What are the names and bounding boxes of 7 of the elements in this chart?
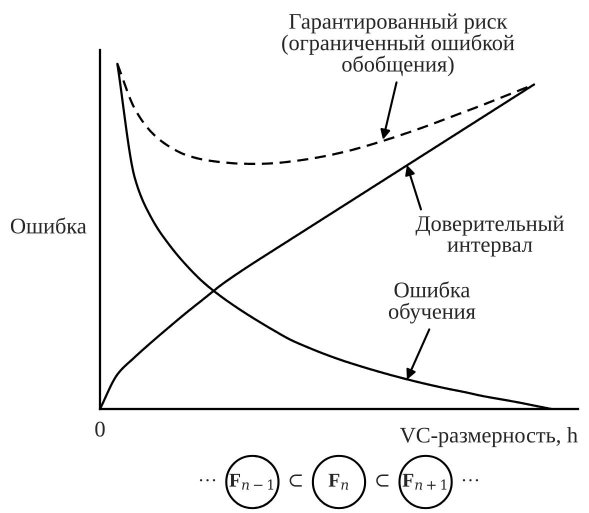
y-axis-title: Ошибка xyxy=(10,217,86,234)
x-axis-title: VC-размерность, h xyxy=(400,427,578,448)
annotation: Гарантированный риск (ограниченный ошибкой обобщения) xyxy=(282,13,514,76)
text: ··· F$_{n−1}$ ⊂ F$_{n}$ ⊂ F$_{n+1}$ ··· xyxy=(200,474,478,490)
text: 0 xyxy=(95,422,105,437)
annotation: Ошибка обучения xyxy=(388,281,476,324)
annotation: Доверительный интервал xyxy=(416,216,564,257)
